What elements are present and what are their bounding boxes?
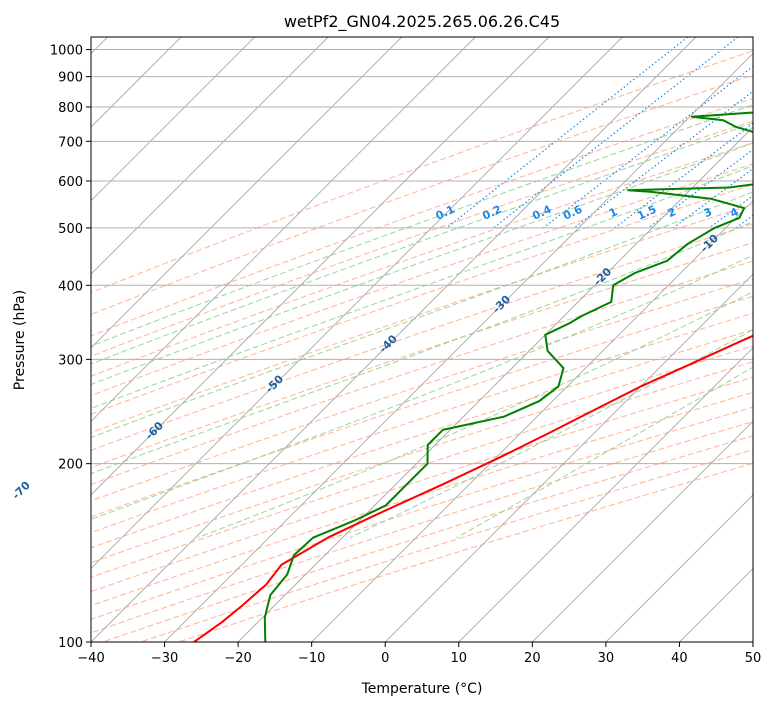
temperature-line <box>193 334 753 642</box>
y-tick-label: 600 <box>58 175 83 190</box>
mixing-ratio-line <box>672 167 753 229</box>
x-tick-label: 40 <box>671 651 688 666</box>
dry-adiabat <box>91 329 753 549</box>
axes: −40 −30 −20 −10 0 10 20 30 40 50 100 200 300 400 500 60… <box>50 44 761 666</box>
mixing-ratio-line <box>543 65 753 229</box>
isotherm-line <box>91 37 623 570</box>
y-axis-label: Pressure (hPa) <box>12 290 28 390</box>
y-tick-label: 300 <box>58 353 83 368</box>
isotherm-line <box>237 126 753 642</box>
x-axis-label: Temperature (°C) <box>361 681 483 697</box>
plot-background <box>91 37 753 642</box>
y-tick-label: 100 <box>58 636 83 651</box>
dry-adiabat <box>91 242 753 469</box>
x-tick-label: −40 <box>77 651 104 666</box>
x-tick-label: 50 <box>745 651 762 666</box>
isotherm-line <box>91 37 476 423</box>
dry-adiabat <box>91 203 753 434</box>
x-tick-label: 20 <box>524 651 541 666</box>
dry-adiabat <box>91 376 753 593</box>
x-tick-label: 30 <box>598 651 615 666</box>
y-tick-label: 1000 <box>50 44 83 59</box>
chart-title: wetPf2_GN04.2025.265.06.26.C45 <box>284 12 560 32</box>
dry-adiabat <box>91 74 753 316</box>
isotherm-line <box>91 37 403 349</box>
isotherm-line <box>384 273 753 642</box>
dry-adiabat <box>91 163 753 397</box>
y-tick-label: 400 <box>58 279 83 294</box>
dry-adiabat <box>91 345 753 564</box>
x-tick-label: −20 <box>224 651 251 666</box>
dry-adiabat <box>91 50 753 294</box>
isotherm-line <box>91 37 550 496</box>
x-tick-label: −30 <box>151 651 178 666</box>
y-tick-label: 500 <box>58 222 83 237</box>
isotherm-line <box>458 347 753 642</box>
y-tick-label: 200 <box>58 458 83 473</box>
background-lines <box>91 37 753 642</box>
isotherm-line <box>91 37 329 275</box>
x-tick-label: 0 <box>381 651 389 666</box>
dry-adiabat <box>91 278 753 502</box>
plot-frame <box>90 36 754 643</box>
isotherm-line <box>91 37 256 202</box>
dewpoint-line <box>263 111 753 642</box>
x-tick-label: −10 <box>298 651 325 666</box>
dry-adiabat <box>91 184 753 415</box>
y-tick-label: 800 <box>58 101 83 116</box>
isotherm-line <box>164 52 753 642</box>
isotherm-line <box>531 420 753 642</box>
dry-adiabat <box>91 97 753 337</box>
y-tick-label: 700 <box>58 135 83 150</box>
isotherm-line <box>91 37 697 642</box>
isotherm-line <box>311 199 753 642</box>
dry-adiabat <box>91 295 753 518</box>
x-tick-label: 10 <box>451 651 468 666</box>
y-tick-label: 900 <box>58 71 83 86</box>
dry-adiabat <box>91 223 753 451</box>
profiles <box>193 111 753 642</box>
isotherm-line <box>605 494 753 642</box>
